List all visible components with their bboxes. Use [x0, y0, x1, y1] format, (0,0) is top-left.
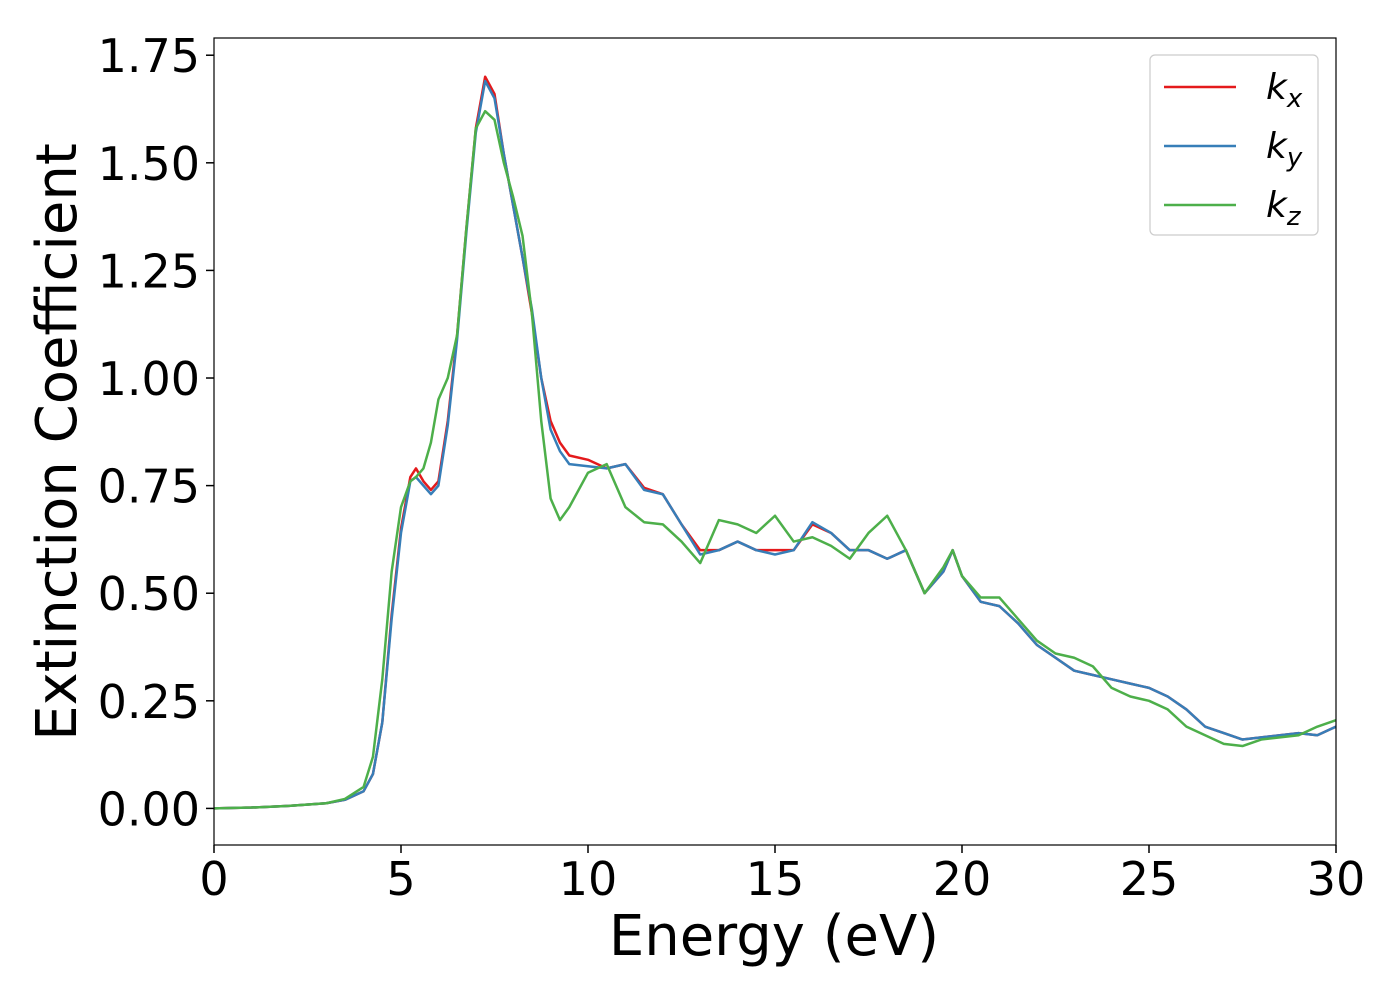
- y-tick-label: 1.00: [98, 352, 200, 406]
- x-tick-label: 0: [199, 852, 228, 906]
- x-tick-label: 20: [933, 852, 992, 906]
- y-tick-label: 1.25: [98, 244, 200, 298]
- x-tick-label: 25: [1120, 852, 1179, 906]
- x-tick-label: 15: [746, 852, 805, 906]
- series-line: [214, 79, 1336, 810]
- y-tick-label: 0.25: [98, 675, 200, 729]
- x-axis-label: Energy (eV): [609, 904, 939, 969]
- x-tick-label: 10: [559, 852, 618, 906]
- y-tick-label: 1.75: [98, 29, 200, 83]
- y-tick-label: 0.75: [98, 460, 200, 514]
- y-tick-label: 0.00: [98, 782, 200, 836]
- x-tick-label: 30: [1307, 852, 1366, 906]
- y-tick-label: 1.50: [98, 137, 200, 191]
- legend-label: ky: [1266, 126, 1303, 173]
- plot-frame: [213, 37, 1337, 846]
- y-axis-label: Extinction Coefficient: [25, 143, 90, 741]
- x-tick-label: 5: [386, 852, 415, 906]
- series-line: [214, 109, 1336, 810]
- legend-label: kz: [1266, 185, 1302, 232]
- legend-label: kx: [1266, 67, 1303, 114]
- y-tick-label: 0.50: [98, 567, 200, 621]
